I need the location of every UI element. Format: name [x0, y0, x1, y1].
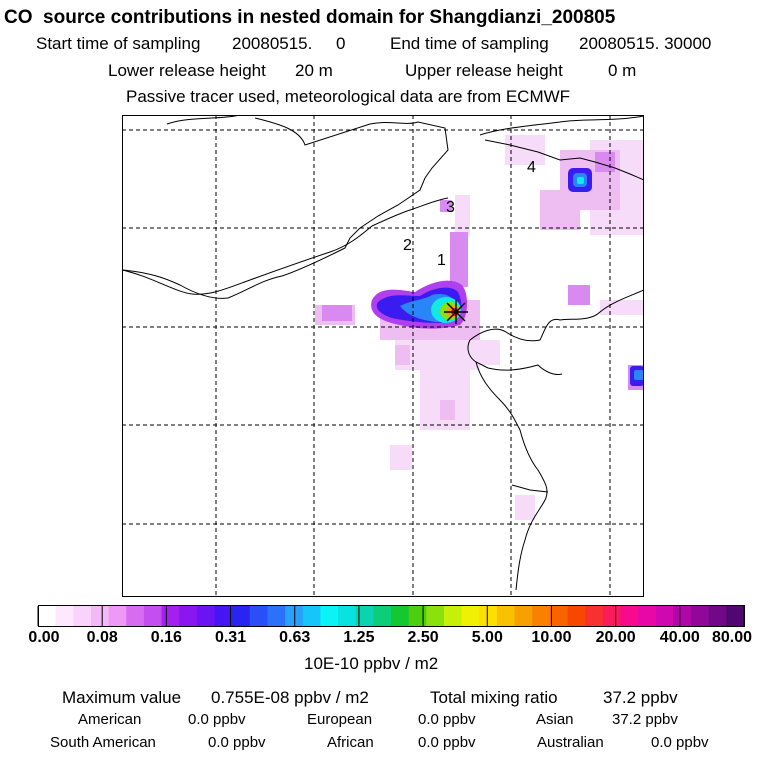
colorbar-swatch	[143, 606, 163, 626]
total-mixing-label: Total mixing ratio	[430, 688, 558, 707]
colorbar-label: 2.50	[407, 629, 439, 646]
source-value-european: 0.0 ppbv	[418, 711, 476, 728]
colorbar-label: 0.08	[86, 629, 118, 646]
colorbar-swatch	[391, 606, 410, 626]
colorbar-swatch	[691, 606, 710, 626]
colorbar-swatch	[320, 606, 339, 626]
source-value-australian: 0.0 ppbv	[651, 734, 709, 751]
colorbar-swatch	[90, 606, 110, 626]
upper-release-value: 0 m	[608, 61, 637, 80]
colorbar-swatch	[249, 606, 269, 626]
colorbar-swatch	[461, 606, 480, 626]
colorbar-swatch	[214, 606, 233, 626]
lower-release-label: Lower release height	[108, 61, 266, 80]
region-label-3: 3	[446, 199, 455, 216]
colorbar-swatch	[514, 606, 533, 626]
region-label-2: 2	[403, 237, 412, 254]
colorbar-swatch	[196, 606, 216, 626]
colorbar-swatch	[496, 606, 516, 626]
region-label-1: 1	[437, 252, 446, 269]
colorbar-swatch	[549, 606, 569, 626]
receptor-star-icon	[444, 300, 468, 324]
colorbar-swatch	[708, 606, 727, 626]
colorbar	[38, 606, 745, 626]
colorbar-swatch	[267, 606, 286, 626]
colorbar-swatch	[302, 606, 321, 626]
end-time-value: 20080515. 30000	[579, 34, 712, 53]
colorbar-swatch	[585, 606, 604, 626]
source-value-south-american: 0.0 ppbv	[208, 734, 266, 751]
colorbar-swatch	[620, 606, 639, 626]
end-time-label: End time of sampling	[390, 34, 549, 53]
start-time-label: Start time of sampling	[36, 34, 201, 53]
colorbar-label: 80.00	[711, 629, 753, 646]
colorbar-swatch	[673, 606, 692, 626]
colorbar-swatch	[443, 606, 463, 626]
plume-layer	[122, 115, 644, 597]
colorbar-swatch	[338, 606, 357, 626]
colorbar-swatch	[285, 606, 304, 626]
colorbar-label: 5.00	[471, 629, 503, 646]
source-value-african: 0.0 ppbv	[418, 734, 476, 751]
colorbar-label: 40.00	[659, 629, 700, 646]
source-name-african: African	[327, 734, 374, 751]
colorbar-units: 10E-10 ppbv / m2	[304, 654, 439, 673]
max-value: 0.755E-08 ppbv / m2	[211, 688, 369, 707]
source-name-european: European	[307, 711, 373, 728]
colorbar-swatch	[426, 606, 445, 626]
colorbar-swatch	[355, 606, 374, 626]
colorbar-label: 20.00	[595, 629, 636, 646]
colorbar-swatch	[408, 606, 427, 626]
region-label-4: 4	[527, 159, 536, 176]
page-title: CO source contributions in nested domain…	[4, 7, 616, 28]
colorbar-swatch	[479, 606, 498, 626]
tracer-note: Passive tracer used, meteorological data…	[126, 87, 571, 106]
lower-release-value: 20 m	[295, 61, 333, 80]
start-time-value: 20080515. 0	[232, 34, 346, 53]
colorbar-label: 0.63	[279, 629, 311, 646]
source-name-american: American	[78, 711, 142, 728]
colorbar-swatch	[232, 606, 251, 626]
colorbar-swatch	[655, 606, 674, 626]
colorbar-label: 0.00	[28, 629, 60, 646]
colorbar-swatch	[179, 606, 198, 626]
upper-release-label: Upper release height	[405, 61, 563, 80]
colorbar-label: 1.25	[343, 629, 375, 646]
colorbar-swatch	[567, 606, 586, 626]
colorbar-swatch	[602, 606, 622, 626]
colorbar-swatch	[726, 606, 745, 626]
colorbar-label: 0.31	[214, 629, 247, 646]
colorbar-swatch	[532, 606, 551, 626]
source-name-south-american: South American	[50, 734, 156, 751]
colorbar-swatch	[126, 606, 145, 626]
source-name-asian: Asian	[536, 711, 574, 728]
colorbar-swatch	[638, 606, 657, 626]
source-value-american: 0.0 ppbv	[188, 711, 246, 728]
total-mixing-value: 37.2 ppbv	[603, 688, 678, 707]
map-frame	[122, 115, 644, 597]
colorbar-swatch	[161, 606, 180, 626]
colorbar-label: 0.16	[150, 629, 182, 646]
colorbar-swatch	[108, 606, 127, 626]
colorbar-label: 10.00	[531, 629, 572, 646]
colorbar-swatch	[373, 606, 392, 626]
source-name-australian: Australian	[537, 734, 604, 751]
source-value-asian: 37.2 ppbv	[612, 711, 678, 728]
colorbar-swatch	[55, 606, 74, 626]
colorbar-swatch	[73, 606, 92, 626]
max-value-label: Maximum value	[62, 688, 182, 707]
colorbar-swatch	[38, 606, 57, 626]
